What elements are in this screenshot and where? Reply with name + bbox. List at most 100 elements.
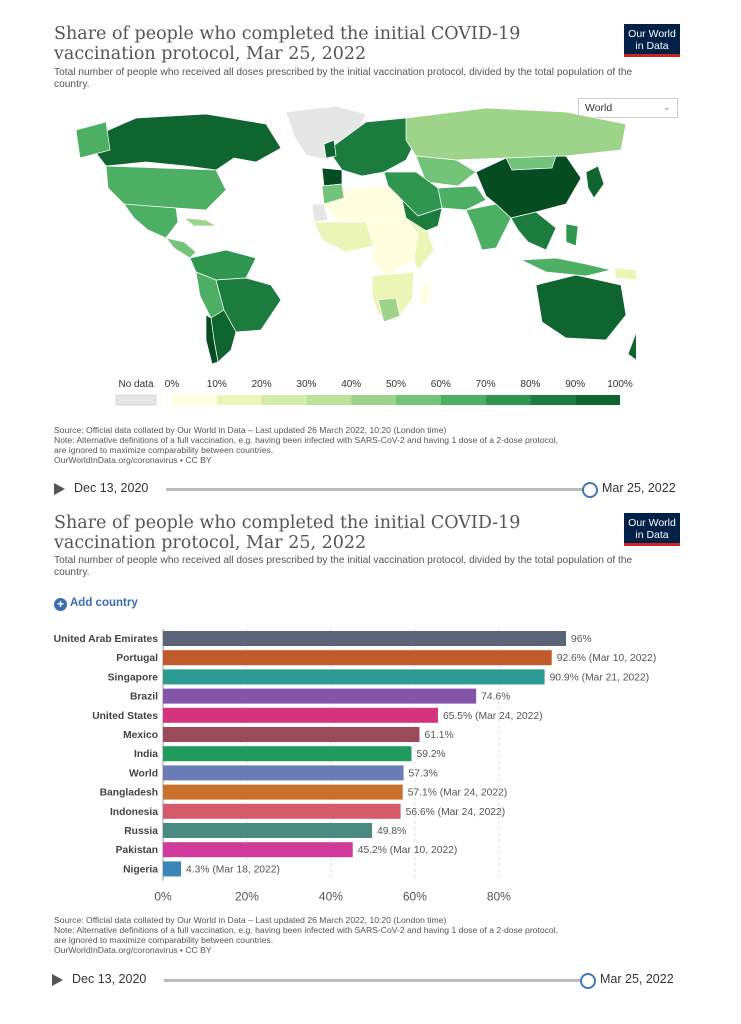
- note-line: Note: Alternative definitions of a full …: [54, 435, 558, 445]
- legend-tick-label: 30%: [296, 379, 316, 390]
- legend-tick-label: 40%: [341, 379, 361, 390]
- bar: [163, 746, 412, 762]
- value-label: 57.3%: [409, 768, 438, 779]
- world-map[interactable]: [66, 100, 636, 365]
- map-region-caribbean: [182, 217, 218, 227]
- map-region-morocco: [321, 183, 345, 205]
- bar: [163, 823, 373, 838]
- category-label: Brazil: [130, 692, 158, 703]
- add-country-button[interactable]: + Add country: [54, 597, 138, 611]
- legend-no-data-label: No data: [118, 379, 153, 390]
- play-icon[interactable]: [52, 974, 63, 986]
- timeline-end-date[interactable]: Mar 25, 2022: [602, 481, 676, 495]
- bar-chart-subtitle: Total number of people who received all …: [54, 555, 633, 578]
- legend-swatch: [485, 395, 531, 405]
- category-label: Singapore: [108, 672, 159, 683]
- category-label: United Arab Emirates: [54, 634, 159, 645]
- map-region-iran: [437, 185, 487, 211]
- owid-logo[interactable]: Our World in Data: [624, 513, 680, 546]
- region-select[interactable]: World ⌄: [578, 98, 678, 118]
- map-chart-subtitle: Total number of people who received all …: [54, 67, 633, 90]
- timeline-end-date[interactable]: Mar 25, 2022: [600, 972, 674, 986]
- timeline-handle[interactable]: [580, 973, 596, 989]
- bar: [163, 861, 182, 877]
- value-label: 61.1%: [424, 730, 453, 741]
- legend-swatch: [530, 395, 576, 405]
- map-region-usa: [105, 165, 227, 213]
- map-region-chile: [205, 314, 219, 365]
- bar-chart-title: Share of people who completed the initia…: [54, 513, 521, 553]
- legend-tick-label: 90%: [565, 379, 585, 390]
- map-region-madagascar: [419, 281, 431, 307]
- category-label: Nigeria: [123, 864, 158, 875]
- source-line: Source: Official data collated by Our Wo…: [54, 425, 447, 435]
- timeline-start-date[interactable]: Dec 13, 2020: [74, 481, 149, 495]
- map-region-western-sahara: [311, 203, 329, 223]
- bar-timeline: Dec 13, 2020 Mar 25, 2022: [52, 971, 682, 991]
- legend-tick-label: 70%: [476, 379, 496, 390]
- map-region-central-africa: [365, 217, 419, 277]
- legend-tick-label: 0%: [165, 379, 180, 390]
- map-region-mongolia: [505, 155, 557, 171]
- value-label: 92.6% (Mar 10, 2022): [557, 653, 657, 664]
- bar: [163, 727, 420, 742]
- map-region-indonesia: [520, 257, 612, 277]
- play-icon[interactable]: [54, 483, 65, 495]
- bar-chart: 0% 20% 40% 60% 80% United Arab Emirates 96% Por…: [54, 629, 657, 904]
- legend-tick-label: 50%: [386, 379, 406, 390]
- value-label: 90.9% (Mar 21, 2022): [550, 672, 650, 683]
- note-line: are ignored to maximize comparability be…: [54, 935, 274, 945]
- value-label: 57.1% (Mar 24, 2022): [408, 788, 508, 799]
- timeline-track[interactable]: [164, 979, 584, 982]
- note-line: Note: Alternative definitions of a full …: [54, 925, 558, 935]
- category-label: United States: [92, 711, 158, 722]
- map-region-new-zealand: [627, 332, 636, 361]
- category-label: Mexico: [123, 730, 158, 741]
- x-tick-label: 20%: [235, 890, 259, 904]
- license-link[interactable]: OurWorldInData.org/coronavirus • CC BY: [54, 945, 212, 955]
- bar: [163, 669, 545, 685]
- map-source-note: Source: Official data collated by Our Wo…: [54, 425, 684, 465]
- bar: [163, 842, 353, 858]
- legend-swatch: [575, 395, 620, 405]
- bar-source-note: Source: Official data collated by Our Wo…: [54, 915, 684, 955]
- legend-swatch: [216, 395, 262, 405]
- bar: [163, 765, 404, 781]
- timeline-start-date[interactable]: Dec 13, 2020: [72, 972, 147, 986]
- owid-logo[interactable]: Our World in Data: [624, 24, 680, 57]
- map-region-alaska: [75, 121, 111, 159]
- value-label: 49.8%: [377, 826, 406, 837]
- map-region-south-africa: [377, 297, 401, 323]
- value-label: 4.3% (Mar 18, 2022): [186, 864, 280, 875]
- license-link[interactable]: OurWorldInData.org/coronavirus • CC BY: [54, 455, 212, 465]
- bar: [163, 784, 403, 800]
- map-region-southeast-asia: [510, 211, 557, 251]
- x-tick-label: 80%: [487, 890, 511, 904]
- legend-swatch: [306, 395, 352, 405]
- legend-swatch: [440, 395, 486, 405]
- map-region-canada: [85, 113, 282, 171]
- legend-swatch: [396, 395, 441, 405]
- value-label: 65.5% (Mar 24, 2022): [443, 711, 543, 722]
- map-region-philippines: [565, 223, 579, 247]
- bar-chart-panel: Share of people who completed the initia…: [46, 505, 688, 1000]
- legend-tick-label: 60%: [431, 379, 451, 390]
- category-label: Indonesia: [110, 807, 158, 818]
- add-country-label: Add country: [70, 597, 138, 609]
- category-label: World: [129, 768, 158, 779]
- timeline-track[interactable]: [166, 488, 586, 491]
- map-region-east-africa: [405, 217, 435, 271]
- map-region-europe: [327, 117, 417, 177]
- timeline-handle[interactable]: [582, 482, 598, 498]
- map-legend: No data 0% 10% 20% 30% 40% 50% 60% 70% 80% 90% 100…: [115, 379, 633, 406]
- map-chart-panel: Share of people who completed the initia…: [46, 0, 688, 500]
- legend-tick-label: 10%: [207, 379, 227, 390]
- category-label: Bangladesh: [100, 788, 158, 799]
- bar: [163, 803, 401, 819]
- map-region-russia: [405, 107, 627, 161]
- bar: [163, 631, 566, 646]
- map-chart-title: Share of people who completed the initia…: [54, 24, 521, 64]
- plus-icon: +: [54, 598, 67, 611]
- bar: [163, 650, 552, 666]
- legend-no-data-swatch: [115, 394, 157, 406]
